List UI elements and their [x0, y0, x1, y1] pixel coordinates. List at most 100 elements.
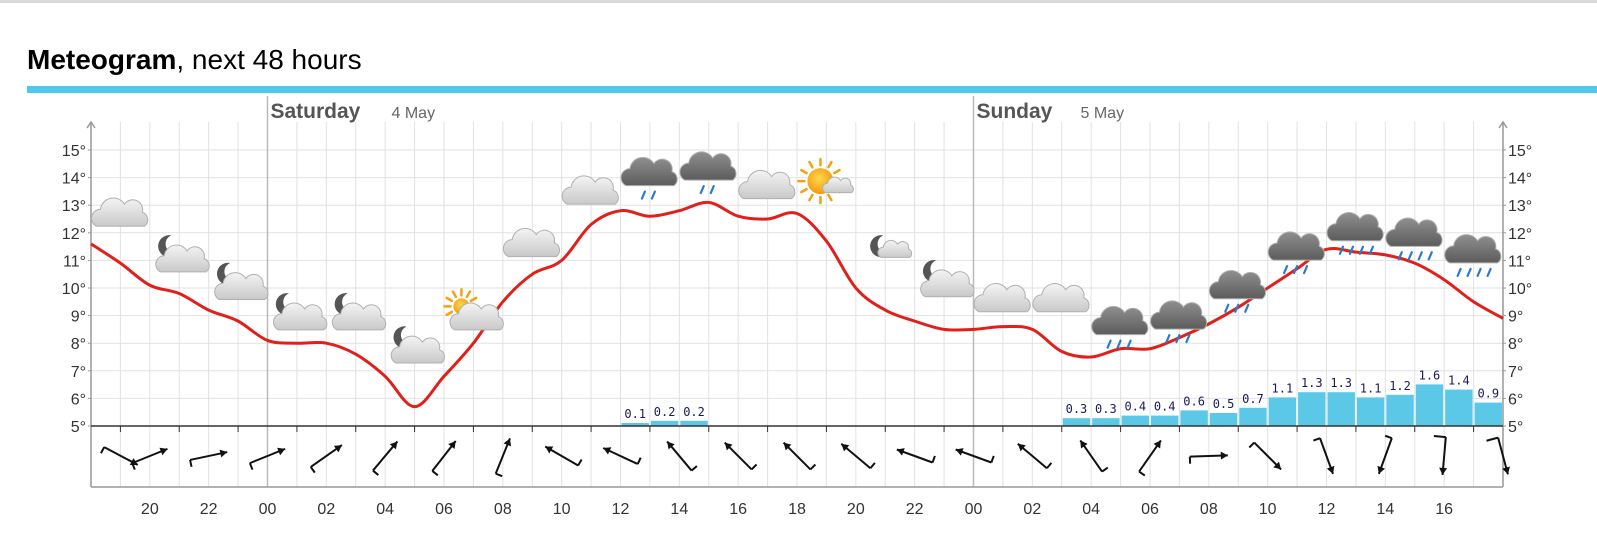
precip-bar: [680, 420, 708, 426]
x-tick-label: 20: [847, 501, 865, 518]
wind-arrow: [1486, 436, 1510, 475]
wind-head: [1080, 440, 1088, 449]
moon-shape: [334, 293, 355, 316]
title-rest: , next 48 hours: [176, 44, 362, 75]
sun-ray: [827, 160, 833, 169]
x-tick-label: 14: [670, 501, 688, 518]
sun-ray: [451, 290, 458, 299]
rain-icon: [1150, 300, 1208, 344]
wind-arrow: [724, 441, 758, 471]
precip-label: 0.9: [1477, 387, 1499, 401]
precip-label: 0.2: [654, 405, 676, 419]
precip-label: 0.7: [1242, 392, 1264, 406]
wind-arrow: [955, 448, 995, 464]
cloud-shape: [1208, 270, 1266, 300]
cloud-shape: [679, 151, 737, 181]
right-axis-arrow: [1498, 120, 1508, 129]
cloud-shape: [1326, 212, 1384, 242]
y-tick-label-left: 13°: [62, 198, 86, 215]
fair-night-icon: [870, 235, 913, 258]
y-tick-label-right: 14°: [1508, 171, 1532, 188]
wind-barb: [309, 466, 316, 474]
wind-arrow: [1313, 437, 1335, 475]
y-tick-label-right: 5°: [1508, 419, 1523, 436]
sun-ray: [445, 296, 454, 303]
rain-drop: [1116, 339, 1122, 349]
moon-shape: [216, 262, 238, 285]
x-tick-label: 04: [376, 501, 394, 518]
precip-bar: [1268, 397, 1297, 426]
wind-arrow: [431, 440, 457, 477]
weather-symbols: [91, 151, 1502, 364]
x-tick-label: 12: [612, 501, 630, 518]
wind-barb: [809, 463, 817, 471]
wind-arrow: [1248, 441, 1282, 471]
wind-barb: [1101, 466, 1109, 473]
cloudy-icon: [561, 175, 619, 205]
wind-barb: [431, 470, 439, 477]
cloud-shape: [1267, 231, 1325, 261]
rain-drop: [1427, 251, 1433, 261]
y-tick-label-left: 5°: [71, 419, 86, 436]
cloud-shape: [331, 302, 387, 331]
rain-drop: [1175, 334, 1181, 344]
accent-rule: [27, 86, 1597, 93]
x-tick-label: 12: [1318, 501, 1336, 518]
cloud-shape: [1091, 305, 1149, 336]
precip-bar: [1474, 402, 1502, 426]
cloud-shape: [1032, 283, 1090, 313]
partly-cloudy-night-icon: [214, 262, 269, 300]
sun-ray: [833, 168, 841, 175]
left-axis-arrow: [86, 120, 96, 129]
precip-label: 1.3: [1301, 376, 1323, 390]
cloudy-icon: [91, 197, 149, 227]
wind-head: [783, 442, 792, 451]
rain-drop: [1292, 265, 1299, 275]
precip-bar: [1209, 413, 1238, 426]
partly-cloudy-night-icon: [272, 293, 328, 331]
partly-cloudy-night-icon: [390, 326, 445, 364]
y-tick-label-right: 7°: [1508, 364, 1523, 381]
wind-head: [1439, 467, 1448, 475]
rain-drop: [1417, 251, 1423, 261]
wind-arrow: [1377, 434, 1393, 475]
wind-head: [1326, 465, 1335, 474]
wind-barb: [1313, 437, 1321, 442]
sun-ray: [808, 193, 814, 202]
cloud-shape: [738, 169, 796, 200]
precipitation-bars: 0.1 0.2 0.2 0.3 0.3 0.4 0.4 0.6 0.5 0.7 1.1 1.3 1.3 1…: [621, 368, 1502, 426]
wind-barb: [1138, 470, 1146, 477]
partly-cloudy-night-icon: [155, 235, 210, 273]
wind-head: [603, 447, 612, 455]
x-tick-label: 22: [200, 501, 218, 518]
rain-drop: [1476, 267, 1482, 277]
light-rain-icon: [620, 156, 678, 200]
rain-icon: [1267, 231, 1325, 275]
cloud-shape: [91, 197, 149, 227]
sun-ray: [469, 296, 478, 303]
partly-cloudy-night-icon: [331, 293, 387, 331]
wind-arrow: [131, 447, 168, 470]
fair-day-icon: [797, 157, 854, 205]
heavy-rain-icon: [1326, 212, 1384, 255]
cloud-shape: [1150, 300, 1208, 330]
y-tick-label-right: 8°: [1508, 336, 1523, 353]
rain-drop: [1358, 245, 1365, 255]
cloud-shape: [822, 176, 854, 194]
precip-bar: [1445, 389, 1473, 426]
rain-drop: [1348, 245, 1355, 255]
precip-bar: [650, 420, 679, 426]
wind-head: [841, 443, 850, 452]
rain-drop: [1407, 251, 1413, 261]
cloud-shape: [272, 302, 328, 331]
wind-barb: [1248, 441, 1255, 449]
rain-drop: [1466, 267, 1472, 277]
precip-label: 1.2: [1389, 379, 1411, 393]
wind-head: [389, 441, 398, 450]
moon-shape: [275, 293, 296, 316]
rain-drop: [1224, 303, 1230, 313]
cloud-shape: [620, 156, 678, 187]
x-tick-label: 14: [1376, 501, 1394, 518]
precip-label: 0.6: [1183, 394, 1205, 408]
sun-ray: [827, 193, 833, 202]
